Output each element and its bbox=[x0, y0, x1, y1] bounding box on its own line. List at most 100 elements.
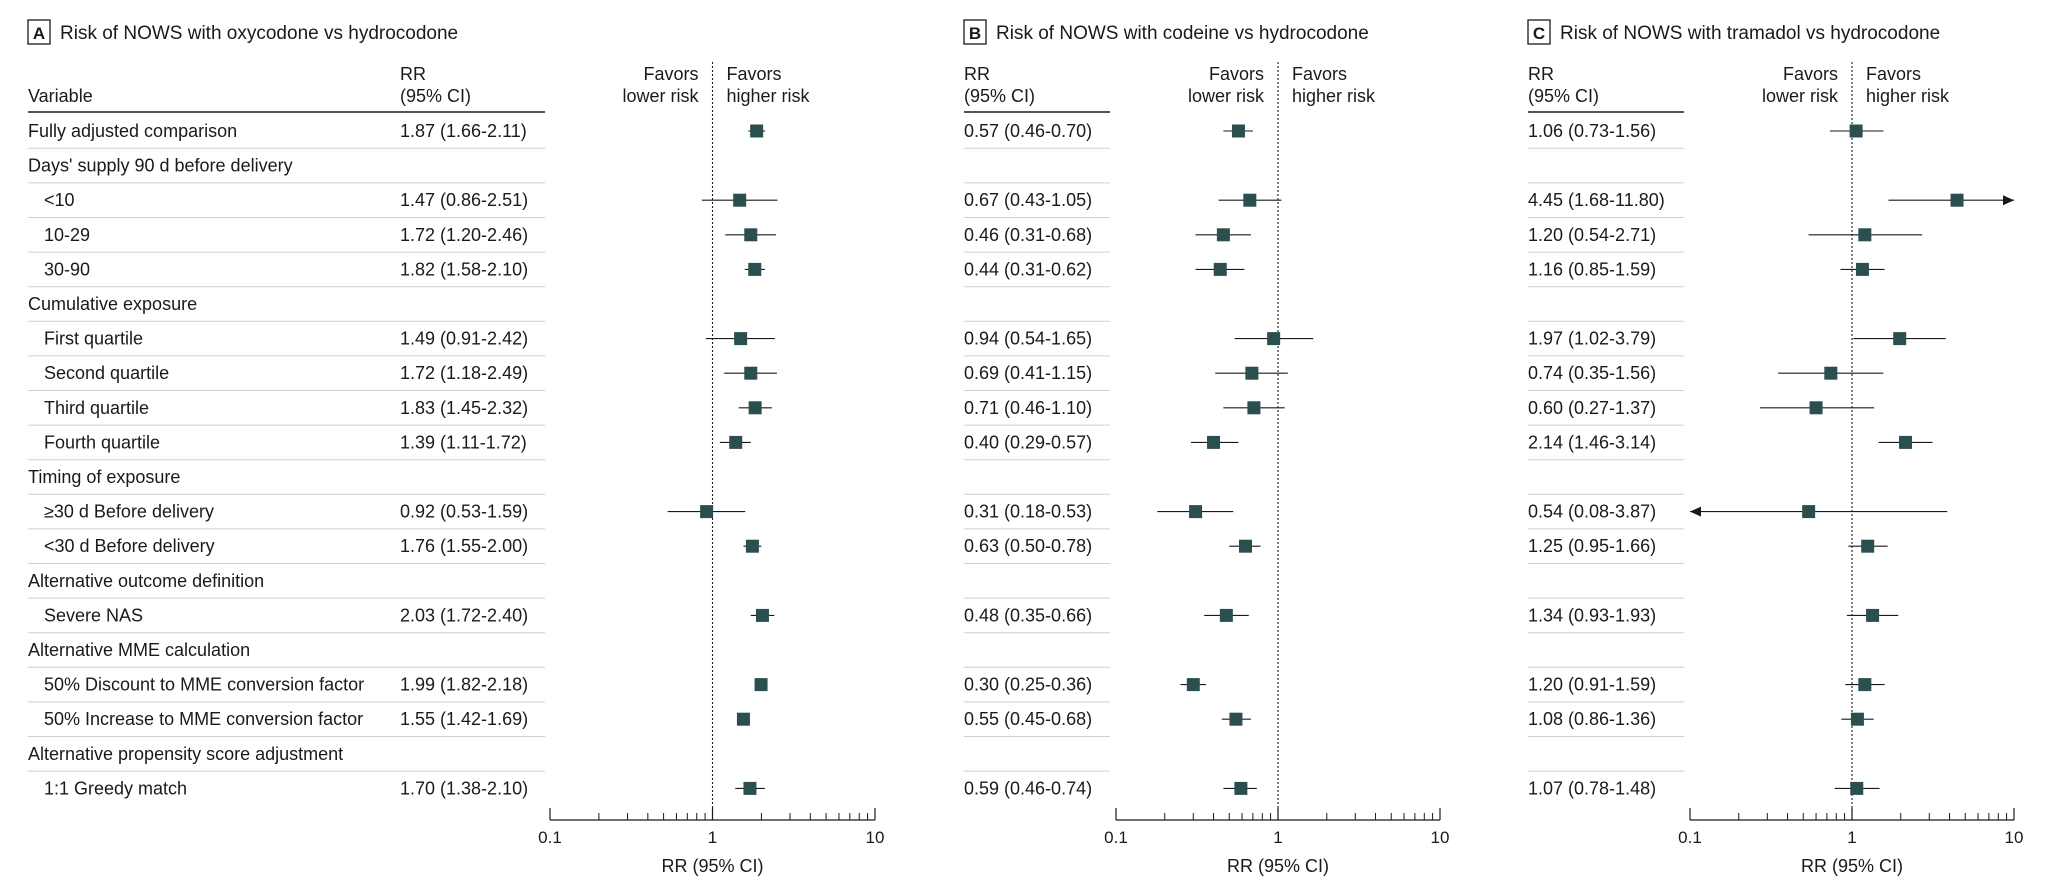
point-estimate bbox=[733, 193, 747, 207]
rr-value: 0.69 (0.41-1.15) bbox=[964, 363, 1092, 383]
point-estimate bbox=[744, 366, 758, 380]
point-estimate bbox=[1802, 505, 1816, 519]
rr-value: 2.14 (1.46-3.14) bbox=[1528, 432, 1656, 452]
rr-value: 0.59 (0.46-0.74) bbox=[964, 778, 1092, 798]
panel-badge-box bbox=[1527, 19, 1551, 45]
favors-right-label-2: higher risk bbox=[1866, 86, 1950, 106]
point-estimate bbox=[744, 228, 758, 242]
point-estimate bbox=[1231, 124, 1245, 138]
panel-title: Risk of NOWS with tramadol vs hydrocodon… bbox=[1560, 23, 1940, 44]
point-estimate bbox=[750, 124, 764, 138]
point-estimate bbox=[1267, 332, 1281, 346]
rr-value: 1.99 (1.82-2.18) bbox=[400, 675, 528, 695]
point-estimate bbox=[729, 435, 743, 449]
point-estimate bbox=[1213, 262, 1227, 276]
point-estimate bbox=[1229, 712, 1243, 726]
favors-left-label-2: lower risk bbox=[622, 86, 699, 106]
row-label: 50% Increase to MME conversion factor bbox=[44, 709, 363, 729]
variable-header: Variable bbox=[28, 86, 93, 106]
row-label: Fourth quartile bbox=[44, 432, 160, 452]
panel-title: Risk of NOWS with oxycodone vs hydrocodo… bbox=[60, 23, 458, 44]
rr-header: RR bbox=[400, 64, 426, 84]
rr-value: 1.82 (1.58-2.10) bbox=[400, 259, 528, 279]
rr-value: 1.08 (0.86-1.36) bbox=[1528, 709, 1656, 729]
rr-value: 1.83 (1.45-2.32) bbox=[400, 398, 528, 418]
rr-value: 0.46 (0.31-0.68) bbox=[964, 225, 1092, 245]
rr-value: 1.76 (1.55-2.00) bbox=[400, 536, 528, 556]
point-estimate bbox=[1247, 401, 1261, 415]
rr-value: 1.55 (1.42-1.69) bbox=[400, 709, 528, 729]
point-estimate bbox=[1234, 781, 1248, 795]
row-label: Alternative propensity score adjustment bbox=[28, 744, 343, 764]
point-estimate bbox=[1899, 435, 1913, 449]
panel-badge-letter: B bbox=[969, 24, 981, 43]
rr-value: 0.31 (0.18-0.53) bbox=[964, 502, 1092, 522]
rr-value: 0.63 (0.50-0.78) bbox=[964, 536, 1092, 556]
point-estimate bbox=[1219, 608, 1233, 622]
ci-arrow-left bbox=[1690, 506, 1701, 517]
point-estimate bbox=[1850, 712, 1864, 726]
favors-left-label-2: lower risk bbox=[1762, 86, 1839, 106]
rr-value: 0.60 (0.27-1.37) bbox=[1528, 398, 1656, 418]
row-label: 1:1 Greedy match bbox=[44, 778, 187, 798]
rr-header: RR bbox=[1528, 64, 1554, 84]
point-estimate bbox=[1824, 366, 1838, 380]
rr-value: 1.47 (0.86-2.51) bbox=[400, 190, 528, 210]
row-label: Severe NAS bbox=[44, 605, 143, 625]
rr-value: 1.72 (1.20-2.46) bbox=[400, 225, 528, 245]
rr-value: 1.39 (1.11-1.72) bbox=[400, 432, 527, 452]
row-label: <10 bbox=[44, 190, 75, 210]
rr-value: 4.45 (1.68-11.80) bbox=[1528, 190, 1665, 210]
tick-label: 1 bbox=[1847, 828, 1856, 847]
point-estimate bbox=[1850, 781, 1864, 795]
point-estimate bbox=[748, 401, 762, 415]
row-label: Days' supply 90 d before delivery bbox=[28, 156, 293, 176]
rr-ci-header: (95% CI) bbox=[400, 86, 471, 106]
rr-value: 0.30 (0.25-0.36) bbox=[964, 675, 1092, 695]
point-estimate bbox=[1855, 262, 1869, 276]
point-estimate bbox=[1866, 608, 1880, 622]
rr-value: 1.87 (1.66-2.11) bbox=[400, 121, 527, 141]
favors-right-label-2: higher risk bbox=[727, 86, 811, 106]
row-label: 30-90 bbox=[44, 259, 90, 279]
favors-left-label: Favors bbox=[1783, 64, 1838, 84]
row-label: 50% Discount to MME conversion factor bbox=[44, 675, 364, 695]
point-estimate bbox=[1858, 678, 1872, 692]
row-label: ≥30 d Before delivery bbox=[44, 502, 214, 522]
rr-value: 1.06 (0.73-1.56) bbox=[1528, 121, 1656, 141]
rr-value: 1.70 (1.38-2.10) bbox=[400, 778, 528, 798]
favors-right-label: Favors bbox=[1292, 64, 1347, 84]
rr-value: 1.72 (1.18-2.49) bbox=[400, 363, 528, 383]
rr-value: 0.48 (0.35-0.66) bbox=[964, 605, 1092, 625]
row-label: 10-29 bbox=[44, 225, 90, 245]
rr-value: 1.97 (1.02-3.79) bbox=[1528, 329, 1656, 349]
rr-ci-header: (95% CI) bbox=[1528, 86, 1599, 106]
point-estimate bbox=[745, 539, 759, 553]
tick-label: 0.1 bbox=[1104, 828, 1128, 847]
rr-value: 0.71 (0.46-1.10) bbox=[964, 398, 1092, 418]
row-label: Second quartile bbox=[44, 363, 169, 383]
panel-b: B Risk of NOWS with codeine vs hydrocodon… bbox=[963, 19, 1449, 876]
point-estimate bbox=[1950, 193, 1964, 207]
rr-value: 0.40 (0.29-0.57) bbox=[964, 432, 1092, 452]
point-estimate bbox=[1207, 435, 1221, 449]
x-axis-label: RR (95% CI) bbox=[661, 856, 763, 876]
favors-left-label-2: lower risk bbox=[1188, 86, 1265, 106]
tick-label: 10 bbox=[866, 828, 885, 847]
panel-badge-box bbox=[27, 19, 51, 45]
row-label: First quartile bbox=[44, 329, 143, 349]
x-axis-label: RR (95% CI) bbox=[1227, 856, 1329, 876]
point-estimate bbox=[1186, 678, 1200, 692]
panel-title: Risk of NOWS with codeine vs hydrocodone bbox=[996, 23, 1369, 44]
tick-label: 1 bbox=[1273, 828, 1282, 847]
point-estimate bbox=[754, 678, 768, 692]
point-estimate bbox=[755, 608, 769, 622]
rr-value: 0.92 (0.53-1.59) bbox=[400, 502, 528, 522]
point-estimate bbox=[748, 262, 762, 276]
rr-value: 1.25 (0.95-1.66) bbox=[1528, 536, 1656, 556]
tick-label: 10 bbox=[2005, 828, 2024, 847]
point-estimate bbox=[736, 712, 750, 726]
panel-badge-letter: C bbox=[1533, 24, 1545, 43]
point-estimate bbox=[1809, 401, 1823, 415]
rr-value: 2.03 (1.72-2.40) bbox=[400, 605, 528, 625]
